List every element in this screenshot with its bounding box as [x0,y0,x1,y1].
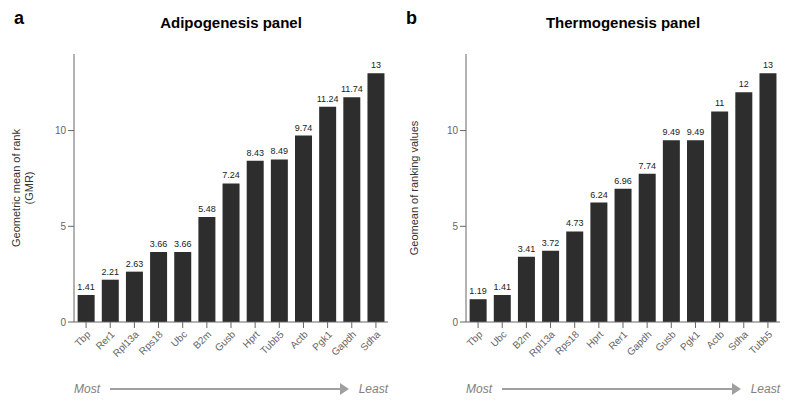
svg-text:10: 10 [55,125,67,136]
svg-text:9.49: 9.49 [687,127,705,137]
svg-text:Tubb5: Tubb5 [258,328,286,356]
svg-text:Pgk1: Pgk1 [310,328,335,353]
svg-text:11.24: 11.24 [317,94,339,104]
svg-text:Rps18: Rps18 [137,328,166,357]
html-text:a: a [14,8,24,28]
svg-text:Sdha: Sdha [725,328,751,353]
svg-text:1.19: 1.19 [469,286,487,296]
svg-text:3.72: 3.72 [542,238,560,248]
svg-text:0: 0 [60,317,66,328]
svg-text:9.74: 9.74 [295,123,313,133]
svg-text:Rpl13a: Rpl13a [111,328,141,358]
svg-text:8.43: 8.43 [246,148,264,158]
svg-text:6.96: 6.96 [614,176,632,186]
svg-text:9.49: 9.49 [663,127,681,137]
svg-text:Hprt: Hprt [584,329,605,350]
svg-text:2.63: 2.63 [126,259,144,269]
html-text:Least: Least [750,382,780,396]
svg-text:1.41: 1.41 [77,282,95,292]
svg-text:8.49: 8.49 [271,146,289,156]
html-text:Most: Most [74,382,100,396]
svg-text:0: 0 [452,317,458,328]
html-text:Least: Least [358,382,388,396]
html-text:Thermogenesis panel: Thermogenesis panel [545,14,701,31]
svg-text:Sdha: Sdha [358,328,383,353]
svg-text:7.74: 7.74 [638,161,656,171]
svg-text:Gusb: Gusb [653,328,678,353]
svg-text:Tbp: Tbp [465,328,485,348]
svg-text:Gusb: Gusb [213,328,238,353]
svg-text:3.66: 3.66 [174,239,192,249]
html-text:Most: Most [466,382,492,396]
svg-text:Tbp: Tbp [73,328,93,348]
svg-text:Rer1: Rer1 [93,328,117,352]
svg-text:Actb: Actb [288,328,310,350]
svg-text:Rer1: Rer1 [606,328,630,352]
svg-text:5: 5 [60,221,66,232]
svg-text:Gapdh: Gapdh [625,329,654,358]
svg-text:11: 11 [715,98,724,108]
svg-text:7.24: 7.24 [222,170,240,180]
html-text:b: b [406,8,417,28]
svg-text:Geomean of ranking values: Geomean of ranking values [408,120,420,255]
svg-text:Hprt: Hprt [240,329,261,350]
svg-text:10: 10 [447,125,459,136]
svg-text:Rpl13a: Rpl13a [527,328,557,358]
svg-text:13: 13 [371,60,381,70]
svg-text:3.66: 3.66 [150,239,168,249]
svg-text:Actb: Actb [704,328,726,350]
svg-text:Pgk1: Pgk1 [678,328,702,352]
svg-text:5.48: 5.48 [198,204,216,214]
svg-text:Ubc: Ubc [169,329,189,349]
html-text:Adipogenesis panel: Adipogenesis panel [160,14,302,31]
svg-text:11.74: 11.74 [341,84,363,94]
svg-text:4.73: 4.73 [566,218,584,228]
svg-text:B2m: B2m [510,328,533,351]
svg-text:1.41: 1.41 [494,282,512,292]
svg-text:2.21: 2.21 [102,267,120,277]
svg-text:3.41: 3.41 [518,244,536,254]
svg-text:Geometric mean of rank(GMR): Geometric mean of rank(GMR) [10,129,35,247]
svg-text:Tubb5: Tubb5 [747,328,775,356]
svg-text:Ubc: Ubc [488,329,508,349]
svg-text:B2m: B2m [191,329,213,351]
svg-text:5: 5 [452,221,458,232]
svg-text:Rps18: Rps18 [553,328,582,357]
svg-text:13: 13 [763,60,773,70]
svg-text:Gapdh: Gapdh [329,329,358,358]
svg-text:6.24: 6.24 [590,190,608,200]
svg-text:12: 12 [739,79,749,89]
